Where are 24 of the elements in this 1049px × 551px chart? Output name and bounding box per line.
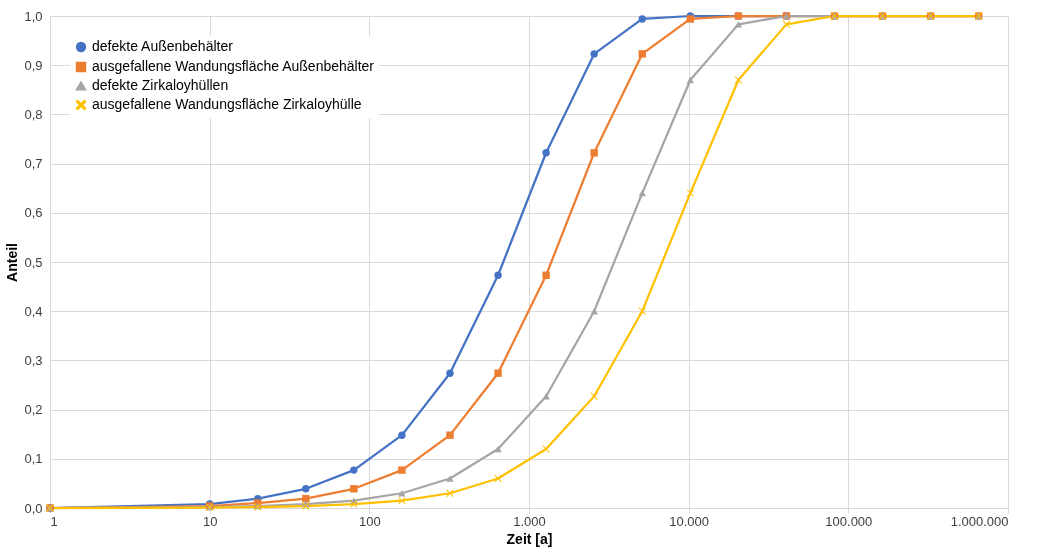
legend-label: defekte Zirkaloyhüllen xyxy=(92,77,229,93)
x-tick-label: 10 xyxy=(202,513,218,529)
y-tick-label: 0,5 xyxy=(24,254,43,270)
x-tick-label: 100.000 xyxy=(825,513,873,529)
y-tick-label: 0,2 xyxy=(24,402,43,418)
y-axis-title: Anteil xyxy=(4,243,21,282)
legend-label: ausgefallene Wandungsfläche Außenbehälter xyxy=(92,58,375,74)
x-tick-label: 1 xyxy=(50,513,58,529)
x-axis-title: Zeit [a] xyxy=(506,530,553,547)
legend-label: ausgefallene Wandungsfläche Zirkaloyhülle xyxy=(92,96,362,112)
legend-label: defekte Außenbehälter xyxy=(92,38,234,54)
y-tick-label: 0,0 xyxy=(24,500,43,516)
x-tick-label: 1.000 xyxy=(513,513,546,529)
y-tick-label: 0,6 xyxy=(24,205,43,221)
x-tick-label: 1.000.000 xyxy=(950,513,1009,529)
y-tick-label: 0,1 xyxy=(24,451,43,467)
y-tick-label: 1,0 xyxy=(24,8,43,24)
y-tick-label: 0,9 xyxy=(24,57,43,73)
x-tick-label: 10.000 xyxy=(669,513,710,529)
y-tick-label: 0,3 xyxy=(24,352,43,368)
y-tick-label: 0,4 xyxy=(24,303,43,319)
y-tick-label: 0,7 xyxy=(24,156,43,172)
y-tick-label: 0,8 xyxy=(24,106,43,122)
x-tick-label: 100 xyxy=(358,513,381,529)
